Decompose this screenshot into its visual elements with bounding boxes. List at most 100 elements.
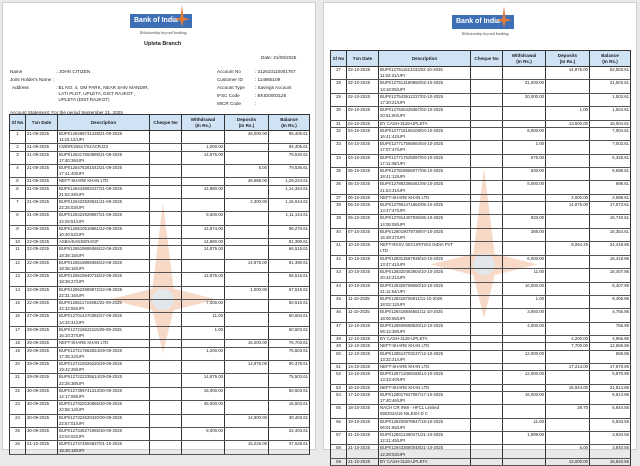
cell-sl-no: 49 [330, 342, 347, 351]
cell-cheque-no [149, 238, 182, 247]
cell-withdrawal: 31,000.00 [502, 79, 546, 94]
cell-description: NEFT-RKSV SECURITIES INDIA PVT LTD [378, 241, 471, 256]
cell-description: BUPI/128320462904/10-10-2025 20:42:21/UP… [378, 268, 471, 283]
cell-sl-no: 46 [330, 308, 347, 323]
table-row: 31 04-10-2025 BY CASH-3126-UPLETA 13,500.00… [330, 119, 631, 128]
cell-sl-no: 17 [9, 325, 26, 341]
cell-withdrawal [181, 198, 225, 213]
cell-sl-no: 34 [330, 153, 347, 169]
cell-deposit [545, 180, 590, 195]
table-row: 9 22-09-2025 BUPI/126510518861/22-09-2025 … [9, 224, 310, 240]
cell-sl-no: 5 [9, 177, 26, 186]
cell-withdrawal [181, 413, 225, 428]
cell-txn-date: 12-10-2025 [346, 342, 379, 351]
cell-balance: 5,814.86 [589, 390, 631, 406]
cell-cheque-no [470, 362, 503, 372]
micr-code: : [255, 101, 257, 106]
cell-description: BUPI/127219326220/29-09-2025 19:42:29/UP… [57, 359, 150, 375]
table-row: 50 12-10-2025 BUPI/128513703137/12-10-2025… [330, 349, 631, 364]
cell-balance: 8,406.86 [589, 294, 631, 310]
cell-sl-no: 37 [330, 193, 347, 203]
table-row: 57 21-10-2025 BUPI/129412460471/21-10-2025… [330, 430, 631, 446]
cell-withdrawal [502, 362, 546, 372]
cell-withdrawal: 14,874.00 [181, 224, 225, 240]
cell-cheque-no [470, 383, 503, 392]
cell-description: BUPI/126522989972/22-09-2025 22:31:16/UP… [57, 285, 150, 301]
cell-balance: 15,004.61 [589, 119, 631, 128]
cell-withdrawal: 11.00 [502, 268, 546, 283]
cell-withdrawal: 8,000.00 [502, 126, 546, 142]
cell-sl-no: 33 [330, 140, 347, 155]
cell-cheque-no [149, 440, 182, 455]
table-row: 17 29-09-2025 BUPI/127216522115/29-09-2025… [9, 325, 310, 341]
column-header-description: Description [378, 50, 471, 67]
cell-txn-date: 21-10-2025 [346, 430, 379, 446]
cell-sl-no: 48 [330, 335, 347, 344]
cell-deposit [224, 245, 269, 260]
table-row: 36 05-10-2025 BUPI/127892366461/05-10-2025… [330, 180, 631, 195]
table-row: 16 27-09-2025 BUPI/127014370382/27-09-2025… [9, 312, 310, 327]
cell-balance: 90,378.61 [268, 359, 310, 375]
cell-txn-date: 22-09-2025 [25, 285, 58, 301]
cell-txn-date: 04-10-2025 [346, 140, 379, 155]
cell-cheque-no [149, 373, 182, 388]
cell-txn-date: 21-09-2025 [25, 198, 58, 213]
cell-withdrawal [181, 129, 225, 145]
cell-deposit [545, 153, 590, 169]
cell-withdrawal: 5,500.00 [181, 211, 225, 226]
table-row: 42 10-10-2025 BUPI/128313587939/10-10-2025… [330, 254, 631, 270]
cell-txn-date: 21-09-2025 [25, 150, 58, 166]
column-header-balance: Balance (In Rs.) [589, 50, 631, 67]
cell-deposit [224, 238, 269, 247]
cell-cheque-no [149, 245, 182, 260]
cell-cheque-no [470, 214, 503, 229]
table-row: 10 22-09-2025 ASBA/SANSERA03* 14,880.00 81,3… [9, 238, 310, 247]
cell-sl-no: 13 [9, 272, 26, 287]
cell-deposit [545, 294, 590, 310]
statement-date: Date: 21/09/2025 [261, 55, 297, 60]
cell-txn-date: 12-10-2025 [346, 321, 379, 337]
cell-balance: 12,656.86 [589, 342, 631, 351]
cell-txn-date: 10-10-2025 [346, 268, 379, 283]
cell-description: BUPI/127914407936/06-10-2025 14:06:08/UP… [378, 214, 471, 229]
table-row: 39 06-10-2025 BUPI/127914407936/06-10-2025… [330, 214, 631, 229]
cell-cheque-no [149, 211, 182, 226]
column-header-cheque-no: Cheque No [470, 50, 503, 67]
cell-cheque-no [149, 272, 182, 287]
cell-txn-date: 21-09-2025 [25, 211, 58, 226]
cell-deposit [224, 312, 269, 327]
cell-withdrawal [502, 241, 546, 256]
star-icon [496, 6, 512, 28]
cell-sl-no: 58 [330, 444, 347, 459]
cell-deposit [545, 227, 590, 243]
statement-page-1: Bank of India Relationship beyond bankin… [2, 2, 316, 455]
cell-cheque-no [149, 413, 182, 428]
cell-withdrawal: 16,000.00 [502, 390, 546, 406]
table-row: 43 10-10-2025 BUPI/128320462904/10-10-2025… [330, 268, 631, 283]
cell-txn-date: 07-10-2025 [346, 227, 379, 243]
cell-withdrawal: 12,000.00 [502, 370, 546, 385]
cell-sl-no: 29 [330, 92, 347, 108]
cell-balance: 66,515.61 [268, 245, 310, 260]
cell-deposit [545, 79, 590, 94]
cell-balance: 8,407.86 [589, 281, 631, 296]
cell-cheque-no [470, 349, 503, 364]
cell-sl-no: 43 [330, 268, 347, 283]
cell-withdrawal: 11.00 [181, 312, 225, 327]
cell-sl-no: 36 [330, 180, 347, 195]
table-row: 56 19-10-2025 BUPI/129200878647/19-10-2025… [330, 417, 631, 432]
cell-description: BUPI/127717625097/04-10-2025 17:11:08/UP… [378, 153, 471, 169]
cell-sl-no: 26 [9, 440, 26, 455]
cell-txn-date: 12-10-2025 [346, 335, 379, 344]
cell-balance: 7,004.61 [589, 126, 631, 142]
cell-description: NEFT-SHARE KHAN LTD [378, 383, 471, 392]
table-row: 25 30-09-2025 BUPI/127346271965/30-09-2025… [9, 426, 310, 442]
cell-description: BUPI/126468731428/21-09-2025 11:15:12/UP… [57, 129, 150, 145]
cell-sl-no: 11 [9, 245, 26, 260]
cell-description: BUPI/128513703137/12-10-2025 13:32:21/UP… [378, 349, 471, 364]
cell-deposit [224, 150, 269, 166]
cell-sl-no: 54 [330, 390, 347, 406]
column-header-withdrawal: Withdrawal (In Rs.) [181, 114, 225, 131]
cell-sl-no: 55 [330, 404, 347, 419]
cell-withdrawal: 14,880.00 [181, 238, 225, 247]
